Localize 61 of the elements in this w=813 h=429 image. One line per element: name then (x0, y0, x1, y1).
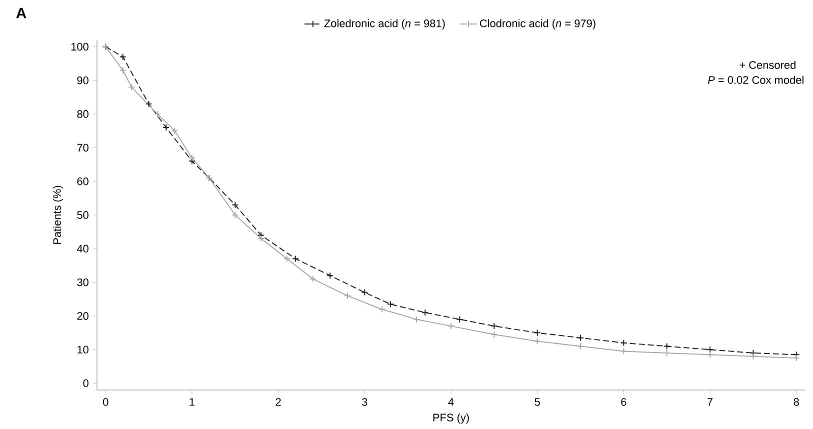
y-tick-label: 70 (77, 144, 88, 152)
x-tick-label: 8 (794, 398, 799, 406)
point (422, 309, 429, 316)
x-tick-label: 1 (190, 398, 194, 406)
point (577, 334, 584, 342)
legend-label: Zoledronic acid (n = 981) (324, 19, 445, 30)
point (171, 127, 178, 134)
point (361, 288, 368, 296)
point (128, 84, 136, 91)
point (145, 100, 152, 108)
point (663, 349, 670, 356)
legend-label: Clodronic acid (n = 979) (480, 19, 596, 30)
point (309, 275, 316, 282)
x-tick-label: 4 (448, 398, 454, 406)
point (456, 316, 464, 323)
y-tick-label: 80 (77, 110, 88, 118)
point (620, 339, 628, 346)
point (154, 110, 161, 118)
point (577, 342, 584, 350)
point (412, 316, 420, 323)
x-tick-label: 5 (534, 398, 540, 406)
point (620, 348, 628, 355)
x-axis-title: PFS (y) (433, 413, 469, 424)
point (292, 255, 300, 262)
point (162, 124, 170, 131)
annotation: + Censored (740, 60, 796, 69)
y-tick-label: 40 (76, 244, 88, 253)
point (534, 329, 541, 336)
x-tick-label: 6 (621, 398, 626, 406)
point (534, 338, 541, 345)
y-tick-label: 90 (77, 76, 88, 84)
point (387, 300, 394, 308)
x-tick-label: 0 (103, 398, 108, 406)
y-tick-label: 10 (78, 346, 88, 354)
point (283, 255, 290, 262)
y-axis-title: Patients (%) (52, 186, 64, 244)
point (344, 292, 351, 300)
y-tick-label: 50 (77, 211, 88, 219)
text: A (16, 8, 26, 18)
y-tick-label: 0 (83, 379, 88, 388)
y-tick-label: 60 (77, 177, 88, 186)
y-tick-label: 100 (71, 42, 88, 51)
point (490, 330, 498, 338)
point (188, 154, 196, 162)
point (663, 342, 670, 350)
x-tick-label: 7 (708, 398, 713, 406)
point (119, 53, 126, 60)
annotation: P = 0.02 Cox model (708, 76, 804, 84)
point (258, 235, 265, 242)
x-tick-label: 3 (362, 398, 368, 406)
point (119, 66, 126, 74)
point (232, 212, 239, 218)
y-tick-label: 20 (77, 312, 88, 320)
point (490, 322, 498, 330)
point (378, 306, 386, 313)
x-tick-label: 2 (276, 398, 281, 406)
point (232, 201, 239, 208)
point (750, 352, 757, 360)
y-tick-label: 30 (77, 278, 88, 286)
point (326, 272, 334, 280)
point (706, 351, 714, 358)
